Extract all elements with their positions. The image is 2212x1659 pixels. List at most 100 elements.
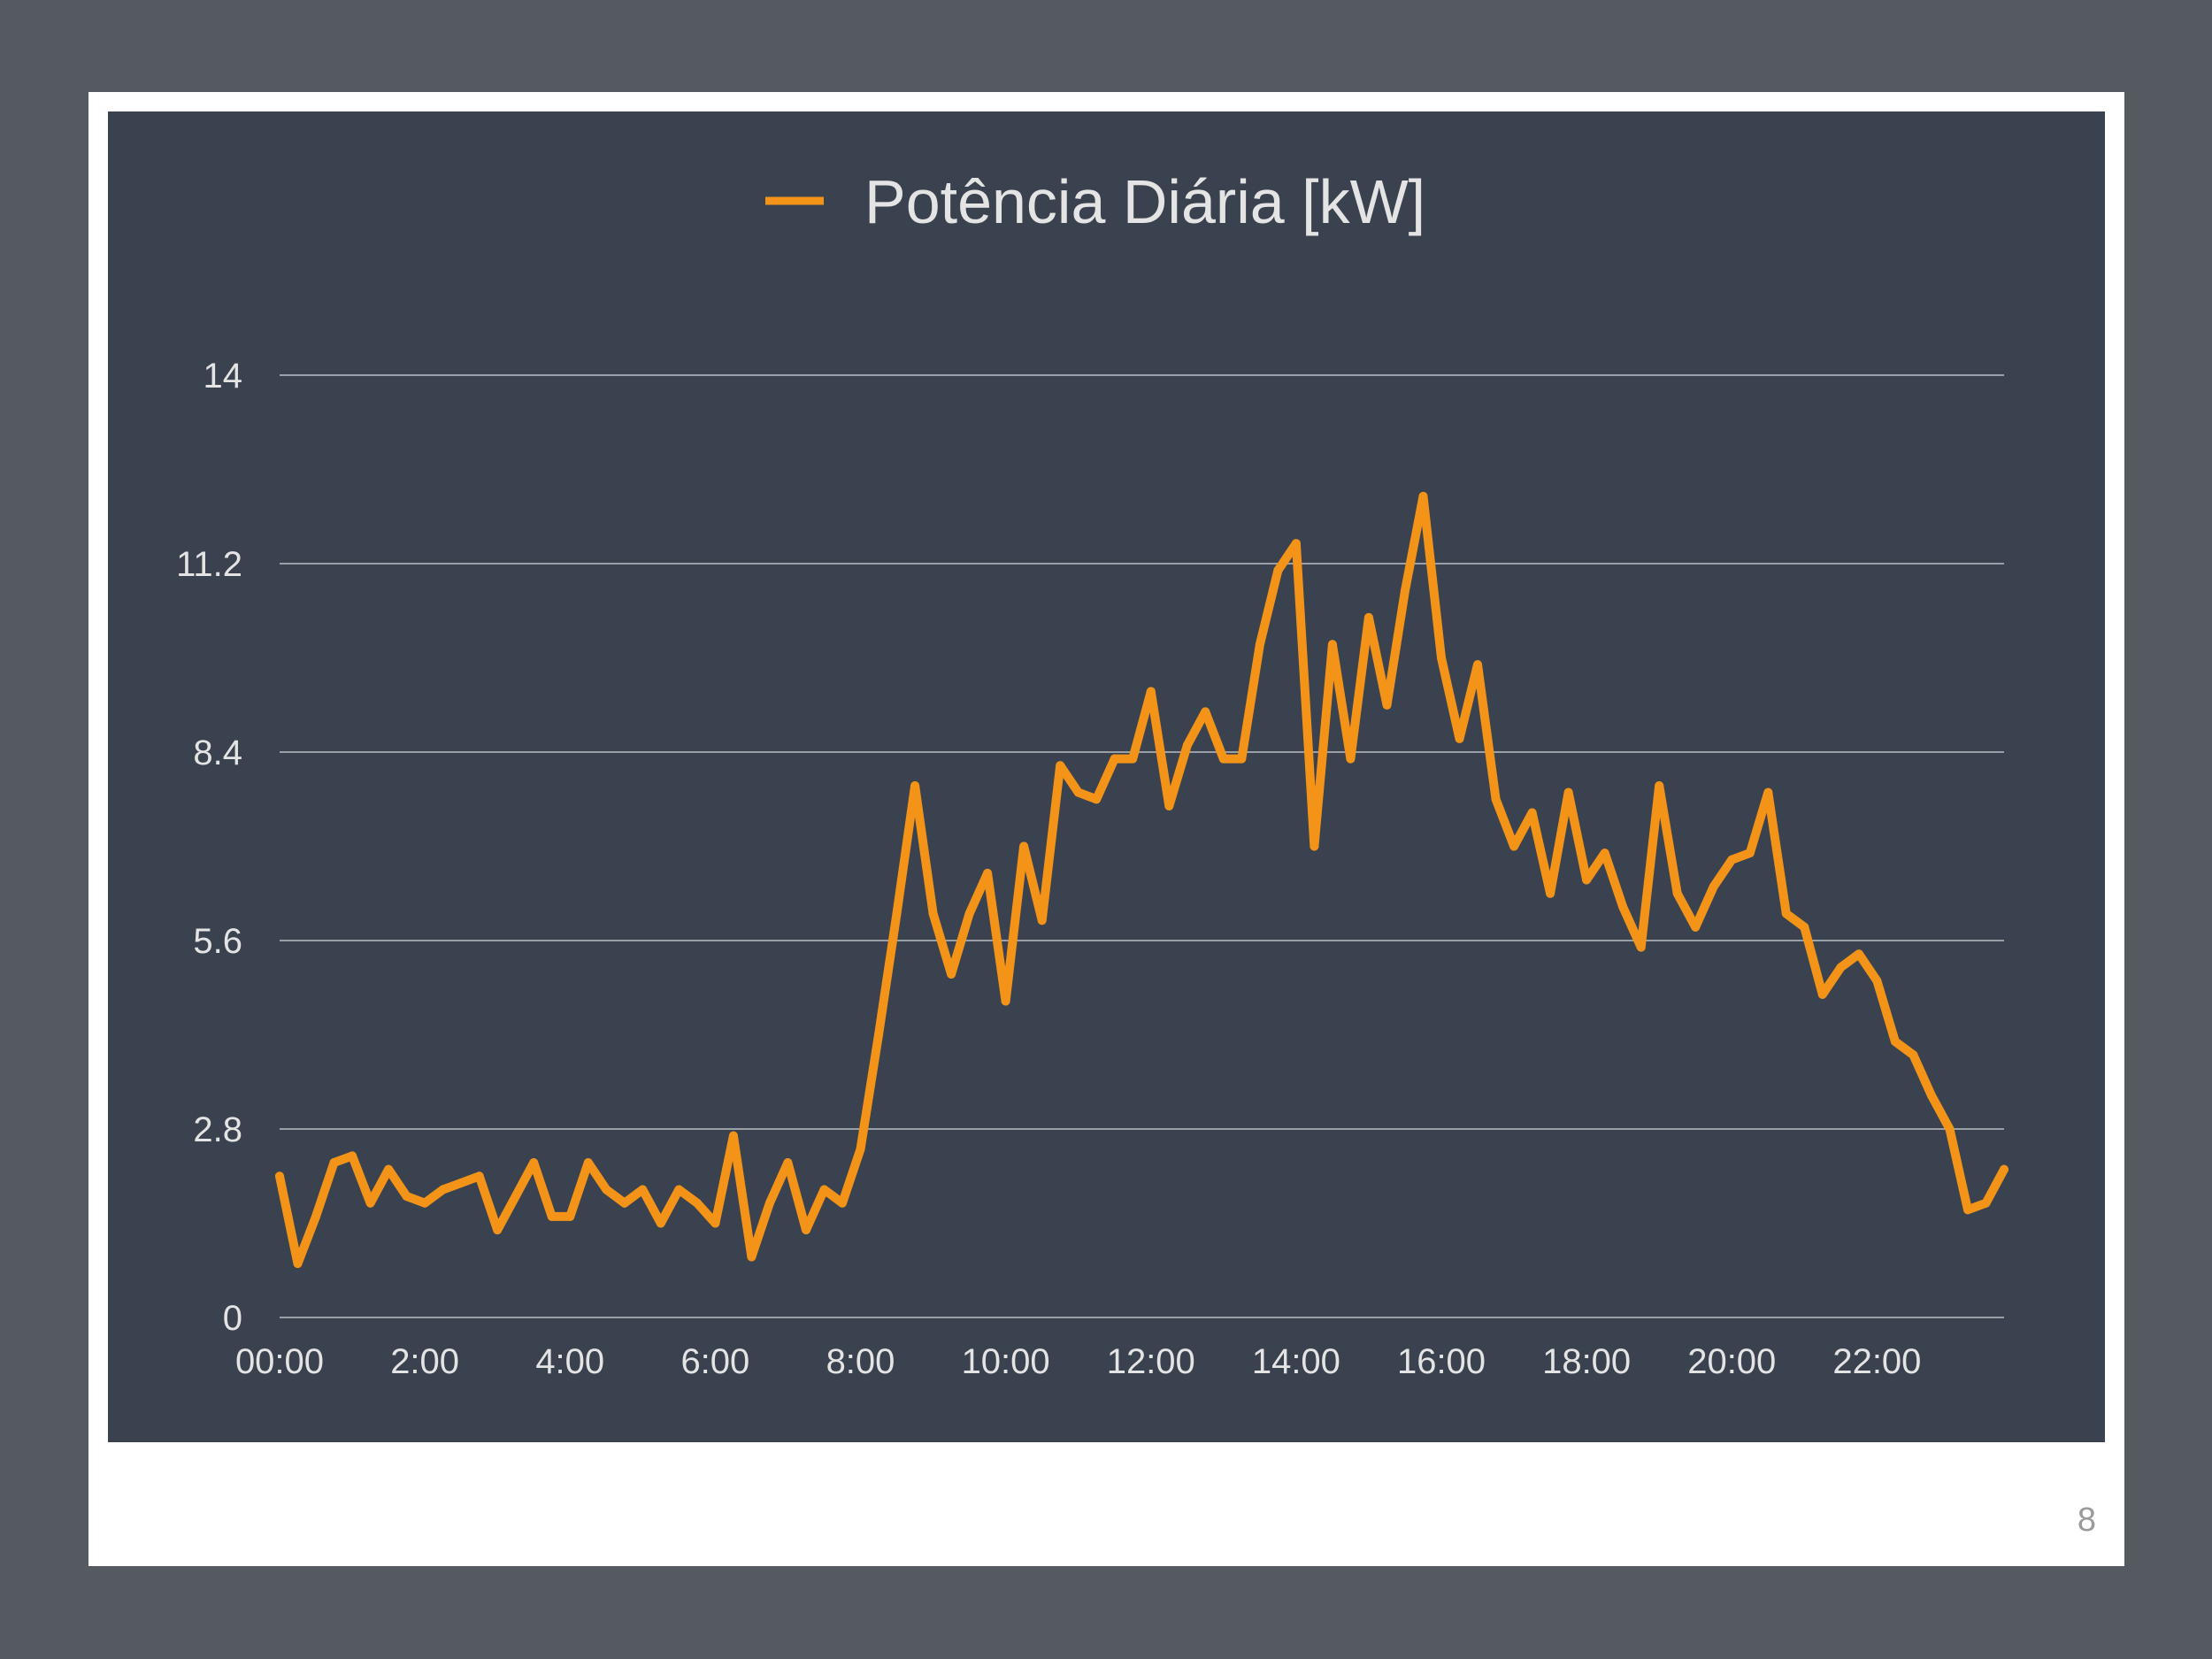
x-tick-label-0: 00:00	[235, 1342, 324, 1381]
data-point-1615	[1455, 733, 1464, 743]
data-point-0800	[856, 1144, 865, 1154]
data-point-0730	[819, 1185, 829, 1194]
data-point-1315	[1237, 754, 1247, 764]
data-point-2300	[1945, 1125, 1955, 1133]
data-point-0900	[928, 909, 938, 918]
data-point-0700	[783, 1158, 793, 1167]
x-tick-label-10: 20:00	[1687, 1342, 1776, 1381]
x-tick-label-8: 16:00	[1397, 1342, 1486, 1381]
x-tick-label-3: 6:00	[680, 1342, 749, 1381]
data-point-0715	[802, 1225, 810, 1235]
data-point-2130	[1836, 963, 1846, 972]
data-point-1500	[1363, 612, 1373, 622]
data-point-1730	[1546, 888, 1555, 898]
y-tick-label-1: 2.8	[193, 1110, 242, 1149]
data-point-1530	[1401, 586, 1409, 595]
data-point-2030	[1763, 787, 1773, 797]
data-point-2330	[1981, 1198, 1991, 1208]
data-point-0600	[710, 1218, 720, 1228]
data-point-0930	[964, 909, 974, 918]
data-point-1015	[1019, 841, 1029, 851]
data-point-1430	[1327, 640, 1337, 649]
data-point-0830	[892, 909, 902, 918]
data-point-0245	[474, 1171, 484, 1181]
data-point-0345	[547, 1211, 557, 1221]
data-point-0630	[747, 1252, 757, 1262]
data-point-1700	[1509, 841, 1519, 851]
data-point-0300	[493, 1225, 503, 1235]
data-point-1745	[1563, 787, 1573, 797]
data-point-0430	[602, 1185, 611, 1194]
x-tick-label-7: 14:00	[1252, 1342, 1340, 1381]
data-point-1715	[1527, 808, 1537, 818]
data-point-1345	[1273, 565, 1283, 575]
data-point-1100	[1073, 787, 1083, 797]
data-point-1245	[1201, 707, 1210, 717]
data-point-2015	[1745, 849, 1755, 858]
data-point-0145	[402, 1192, 411, 1202]
data-point-1415	[1310, 841, 1319, 851]
data-point-2215	[1890, 1037, 1900, 1047]
data-point-1815	[1600, 849, 1609, 858]
data-point-2045	[1781, 909, 1791, 918]
data-point-0530	[674, 1185, 684, 1194]
data-point-0615	[728, 1131, 738, 1141]
data-point-1545	[1418, 491, 1428, 501]
data-point-0945	[983, 868, 993, 878]
data-point-1445	[1346, 754, 1356, 764]
data-point-1830	[1618, 902, 1628, 911]
data-point-2200	[1872, 976, 1882, 986]
data-point-2000	[1727, 855, 1737, 864]
data-point-1400	[1291, 539, 1301, 549]
data-point-0045	[329, 1158, 339, 1167]
data-point-1600	[1437, 653, 1446, 663]
slide-number: 8	[2077, 1502, 2096, 1539]
y-tick-label-3: 8.4	[193, 733, 242, 772]
x-tick-label-5: 10:00	[962, 1342, 1050, 1381]
data-point-0100	[348, 1151, 357, 1161]
data-point-0745	[838, 1198, 847, 1208]
chart-legend: Potência Diária [kW]	[765, 167, 1425, 236]
y-tick-label-2: 5.6	[193, 922, 242, 961]
data-point-0130	[384, 1164, 394, 1174]
data-point-1845	[1636, 942, 1646, 952]
line-chart: Potência Diária [kW] 0 2.8 5.6 8.4 11.2 14 00…	[176, 167, 2008, 1381]
data-point-0330	[529, 1158, 539, 1167]
data-point-1900	[1655, 781, 1664, 790]
data-point-0115	[365, 1198, 375, 1208]
series-line-potencia-diaria	[275, 491, 2008, 1269]
data-point-2315	[1963, 1205, 1972, 1215]
data-point-1215	[1164, 801, 1174, 810]
data-point-0000	[275, 1171, 284, 1181]
data-point-0230	[457, 1178, 466, 1187]
data-point-1945	[1709, 882, 1718, 892]
y-tick-label-5: 14	[204, 357, 243, 396]
legend-label: Potência Diária [kW]	[864, 167, 1425, 236]
data-point-1145	[1128, 754, 1138, 764]
data-point-0200	[420, 1198, 430, 1208]
data-point-1630	[1473, 660, 1482, 670]
data-point-0215	[438, 1185, 448, 1194]
y-tick-label-0: 0	[223, 1299, 242, 1338]
data-point-0015	[293, 1259, 303, 1269]
data-point-1130	[1110, 754, 1119, 764]
data-point-0030	[311, 1211, 320, 1221]
data-point-1515	[1382, 700, 1392, 710]
data-point-2230	[1909, 1050, 1918, 1060]
data-point-0500	[638, 1185, 648, 1194]
data-point-1330	[1255, 640, 1264, 649]
data-point-1930	[1691, 922, 1701, 932]
data-point-0400	[565, 1211, 575, 1221]
data-point-2115	[1817, 989, 1827, 999]
data-point-1115	[1092, 795, 1102, 804]
data-point-2345	[2000, 1164, 2008, 1174]
data-point-0845	[910, 781, 920, 790]
data-point-0515	[656, 1218, 665, 1228]
data-point-1000	[1001, 996, 1010, 1006]
x-tick-label-6: 12:00	[1107, 1342, 1195, 1381]
data-point-1200	[1146, 687, 1156, 696]
data-point-1300	[1218, 754, 1228, 764]
data-point-1800	[1582, 875, 1592, 885]
chart-panel: Potência Diária [kW] 0 2.8 5.6 8.4 11.2 14 00…	[108, 111, 2105, 1442]
data-point-0915	[947, 970, 956, 979]
